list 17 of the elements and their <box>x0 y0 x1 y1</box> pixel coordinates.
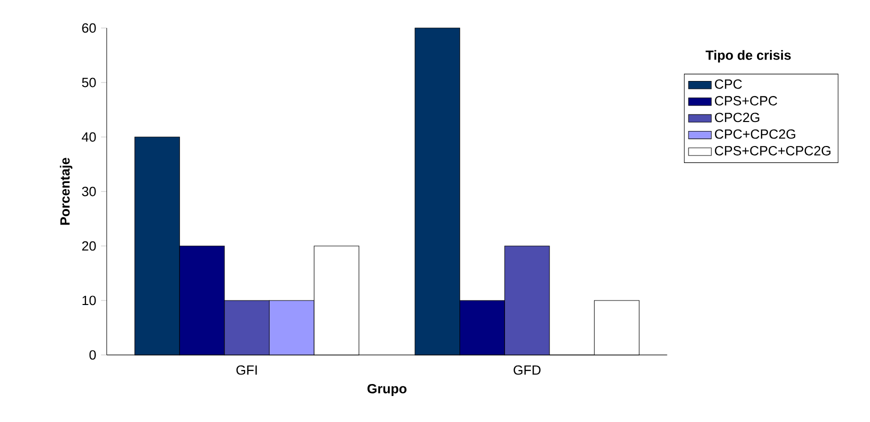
x-tick-label: GFD <box>514 366 541 375</box>
legend-title: Tipo de crisis <box>706 50 791 63</box>
y-tick-label: 30 <box>82 186 96 196</box>
x-axis-title: Grupo <box>368 384 406 396</box>
legend-label: CPS+CPC <box>714 96 778 106</box>
y-tick-label: 20 <box>82 241 96 251</box>
legend-label: CPC2G <box>714 112 760 122</box>
y-tick-label: 0 <box>89 350 96 360</box>
y-tick-label: 50 <box>82 78 96 88</box>
legend-label: CPC+CPC2G <box>714 130 796 139</box>
y-tick-label: 40 <box>82 132 96 142</box>
y-tick-label: 10 <box>82 296 96 306</box>
y-axis-title: Porcentaje <box>60 158 72 225</box>
y-tick-label: 60 <box>82 23 96 33</box>
x-tick-label: GFI <box>236 366 257 375</box>
legend-label: CPS+CPC+CPC2G <box>714 146 830 156</box>
legend-label: CPC <box>714 80 742 90</box>
